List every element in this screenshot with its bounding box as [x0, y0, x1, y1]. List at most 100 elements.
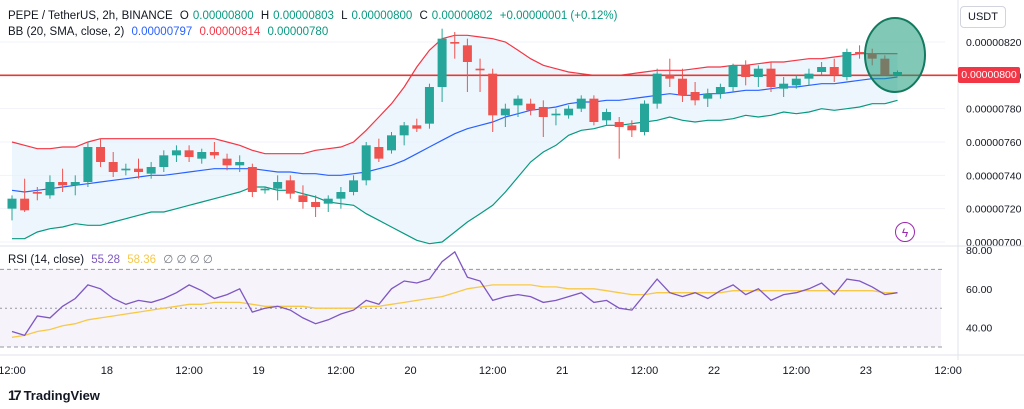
candle-body[interactable] [336, 192, 346, 199]
candle-body[interactable] [488, 73, 498, 116]
candle-body[interactable] [817, 67, 827, 72]
low-value: 0.00000800 [351, 10, 413, 22]
candle-body[interactable] [804, 73, 814, 79]
candle-body[interactable] [589, 98, 599, 122]
candle-body[interactable] [159, 155, 169, 167]
candle-body[interactable] [235, 162, 245, 166]
candle-body[interactable] [715, 87, 725, 94]
candle-body[interactable] [412, 125, 422, 129]
candle-body[interactable] [652, 73, 662, 104]
candle-body[interactable] [424, 87, 434, 124]
change-value: +0.00000001 (+0.12%) [499, 10, 618, 22]
symbol-title[interactable]: PEPE / TetherUS, 2h, BINANCE [8, 10, 173, 22]
tradingview-logo[interactable]: 17 TradingView [8, 387, 100, 403]
candle-body[interactable] [855, 52, 865, 54]
candle-body[interactable] [791, 78, 801, 86]
rsi-value: 55.28 [91, 254, 121, 266]
candle-body[interactable] [462, 45, 472, 62]
candle-body[interactable] [7, 198, 17, 209]
candle-body[interactable] [209, 152, 219, 156]
rsi-ma-line [11, 284, 898, 338]
candle-body[interactable] [450, 42, 460, 44]
candle-body[interactable] [513, 98, 523, 106]
candle-body[interactable] [741, 65, 751, 77]
rsi-tick-label: 80.00 [966, 245, 992, 257]
candle-body[interactable] [829, 67, 839, 76]
candle-body[interactable] [500, 108, 510, 116]
ohlc-legend: PEPE / TetherUS, 2h, BINANCE O 0.00000800… [8, 10, 621, 22]
candle-body[interactable] [32, 192, 42, 194]
open-value: 0.00000800 [192, 10, 254, 22]
candle-body[interactable] [665, 75, 675, 79]
candle-body[interactable] [285, 180, 295, 194]
rsi-tick-label: 40.00 [966, 323, 992, 335]
candle-body[interactable] [45, 182, 55, 196]
candle-body[interactable] [399, 125, 409, 136]
candle-body[interactable] [576, 98, 586, 109]
candle-body[interactable] [197, 152, 207, 159]
candle-body[interactable] [374, 147, 384, 159]
candle-body[interactable] [779, 83, 789, 89]
tradingview-wordmark: TradingView [23, 387, 100, 403]
candle-body[interactable] [184, 150, 194, 157]
candle-body[interactable] [614, 122, 624, 127]
flash-icon[interactable]: ϟ [895, 222, 915, 242]
candle-body[interactable] [538, 107, 548, 117]
candle-body[interactable] [690, 92, 700, 101]
time-tick-label: 22 [708, 365, 720, 377]
currency-selector[interactable]: USDT [960, 6, 1006, 28]
rsi-label[interactable]: RSI (14, close) [8, 254, 85, 266]
candle-body[interactable] [83, 147, 93, 182]
candle-body[interactable] [323, 198, 333, 204]
open-label: O [179, 10, 189, 22]
candle-body[interactable] [121, 168, 131, 171]
rsi-extra-values: ∅ ∅ ∅ ∅ [163, 254, 213, 266]
candle-body[interactable] [96, 147, 106, 162]
time-tick-label: 12:00 [175, 365, 203, 377]
close-value: 0.00000802 [431, 10, 493, 22]
candle-body[interactable] [311, 202, 321, 207]
candle-body[interactable] [260, 188, 270, 191]
candle-body[interactable] [753, 68, 763, 77]
candle-body[interactable] [475, 68, 485, 71]
candle-body[interactable] [298, 195, 308, 202]
candle-body[interactable] [387, 135, 396, 151]
candle-body[interactable] [361, 145, 371, 181]
candle-body[interactable] [134, 168, 143, 172]
candle-body[interactable] [842, 52, 852, 77]
candle-body[interactable] [640, 103, 649, 132]
candle-body[interactable] [349, 180, 359, 192]
bb-label[interactable]: BB (20, SMA, close, 2) [8, 26, 125, 38]
candle-body[interactable] [20, 198, 30, 211]
rsi-pane[interactable] [0, 250, 945, 348]
candle-body[interactable] [58, 182, 68, 186]
highlight-circle [864, 17, 926, 93]
current-price-tag: 0.00000800 [958, 67, 1020, 83]
bb-basis-line [11, 76, 898, 193]
candle-body[interactable] [171, 150, 181, 156]
candle-body[interactable] [273, 182, 283, 189]
candle-body[interactable] [602, 112, 612, 121]
price-pane[interactable] [0, 17, 958, 245]
candle-body[interactable] [627, 125, 637, 131]
time-tick-label: 12:00 [631, 365, 659, 377]
candle-body[interactable] [564, 108, 574, 116]
price-tick-label: 0.00000760 [966, 137, 1022, 149]
candle-body[interactable] [108, 162, 118, 172]
candle-body[interactable] [766, 68, 776, 87]
candle-body[interactable] [526, 103, 536, 111]
candle-body[interactable] [677, 78, 687, 96]
candle-body[interactable] [222, 158, 232, 166]
candle-body[interactable] [146, 167, 156, 174]
price-tick-label: 0.00000720 [966, 204, 1022, 216]
candle-body[interactable] [703, 93, 713, 99]
bb-band-fill [12, 35, 898, 244]
candle-body[interactable] [437, 38, 447, 87]
bb-basis-value: 0.00000797 [131, 26, 193, 38]
candle-body[interactable] [70, 182, 80, 186]
candle-body[interactable] [728, 65, 738, 87]
bb-lower-value: 0.00000780 [267, 26, 329, 38]
candle-body[interactable] [551, 113, 561, 116]
candle-body[interactable] [247, 167, 257, 192]
